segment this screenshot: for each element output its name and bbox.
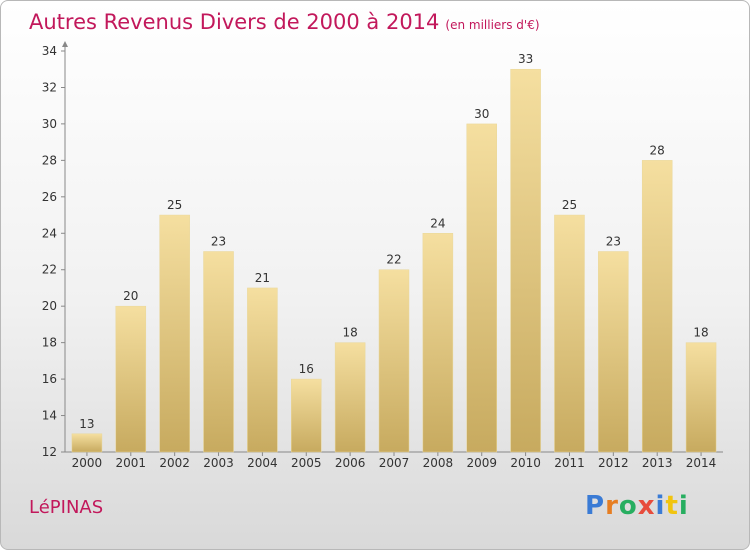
y-tick-label: 20 <box>42 299 57 313</box>
y-tick-label: 24 <box>42 226 57 240</box>
bar-value-label: 30 <box>474 107 489 121</box>
x-tick-label: 2010 <box>510 456 541 470</box>
x-tick-label: 2006 <box>335 456 366 470</box>
x-tick-label: 2008 <box>423 456 454 470</box>
y-tick-label: 14 <box>42 409 57 423</box>
chart-title: Autres Revenus Divers de 2000 à 2014 (en … <box>29 10 540 34</box>
x-tick-label: 2002 <box>159 456 190 470</box>
x-tick-label: 2011 <box>554 456 585 470</box>
y-tick-label: 32 <box>42 80 57 94</box>
y-tick-label: 16 <box>42 372 57 386</box>
bar-value-label: 24 <box>430 216 445 230</box>
y-tick-label: 12 <box>42 445 57 459</box>
logo-letter: P <box>585 491 606 521</box>
bar <box>598 251 629 453</box>
x-tick-label: 2007 <box>379 456 410 470</box>
bar-value-label: 16 <box>299 362 314 376</box>
logo-letter: x <box>637 491 656 521</box>
y-tick-label: 26 <box>42 190 57 204</box>
x-tick-label: 2014 <box>686 456 717 470</box>
bar <box>334 342 366 453</box>
bar-value-label: 13 <box>79 417 94 431</box>
y-tick-label: 22 <box>42 263 57 277</box>
title-main: Autres Revenus Divers de 2000 à 2014 <box>29 10 440 34</box>
y-axis-arrow <box>62 41 68 47</box>
bar-value-label: 25 <box>562 198 577 212</box>
x-tick-label: 2001 <box>116 456 147 470</box>
x-tick-label: 2000 <box>72 456 103 470</box>
bar <box>291 378 322 453</box>
logo-letter: t <box>665 491 679 521</box>
y-tick-label: 34 <box>42 44 57 58</box>
bar <box>71 433 103 453</box>
x-tick-label: 2004 <box>247 456 278 470</box>
bar-value-label: 28 <box>650 143 665 157</box>
logo-letter: r <box>605 491 619 521</box>
logo-letter: i <box>655 491 666 521</box>
bar-value-label: 23 <box>606 235 621 249</box>
bar <box>422 233 454 453</box>
x-tick-label: 2005 <box>291 456 322 470</box>
y-tick-label: 30 <box>42 117 57 131</box>
bar <box>115 305 147 453</box>
proxiti-logo[interactable]: Proxiti <box>585 491 689 521</box>
logo-letter: i <box>678 491 689 521</box>
y-tick-label: 28 <box>42 153 57 167</box>
bar-value-label: 18 <box>693 326 708 340</box>
bar-value-label: 18 <box>342 326 357 340</box>
title-unit: (en milliers d'€) <box>445 18 540 32</box>
y-tick-label: 18 <box>42 336 57 350</box>
x-tick-label: 2009 <box>466 456 497 470</box>
bar <box>554 214 585 453</box>
bar <box>247 287 278 453</box>
bar <box>159 214 190 453</box>
bar <box>378 269 410 453</box>
bar <box>203 251 234 453</box>
bar-value-label: 22 <box>386 253 401 267</box>
bar <box>510 68 541 453</box>
bar-value-label: 21 <box>255 271 270 285</box>
bar-value-label: 33 <box>518 52 533 66</box>
x-tick-label: 2012 <box>598 456 629 470</box>
bar <box>466 123 497 453</box>
x-tick-label: 2013 <box>642 456 673 470</box>
logo-letter: o <box>618 491 638 521</box>
bar <box>641 160 673 453</box>
bar <box>685 342 717 453</box>
bar-value-label: 25 <box>167 198 182 212</box>
commune-name: LéPINAS <box>29 497 104 518</box>
bar-value-label: 23 <box>211 235 226 249</box>
x-tick-label: 2003 <box>203 456 234 470</box>
bar-value-label: 20 <box>123 289 138 303</box>
